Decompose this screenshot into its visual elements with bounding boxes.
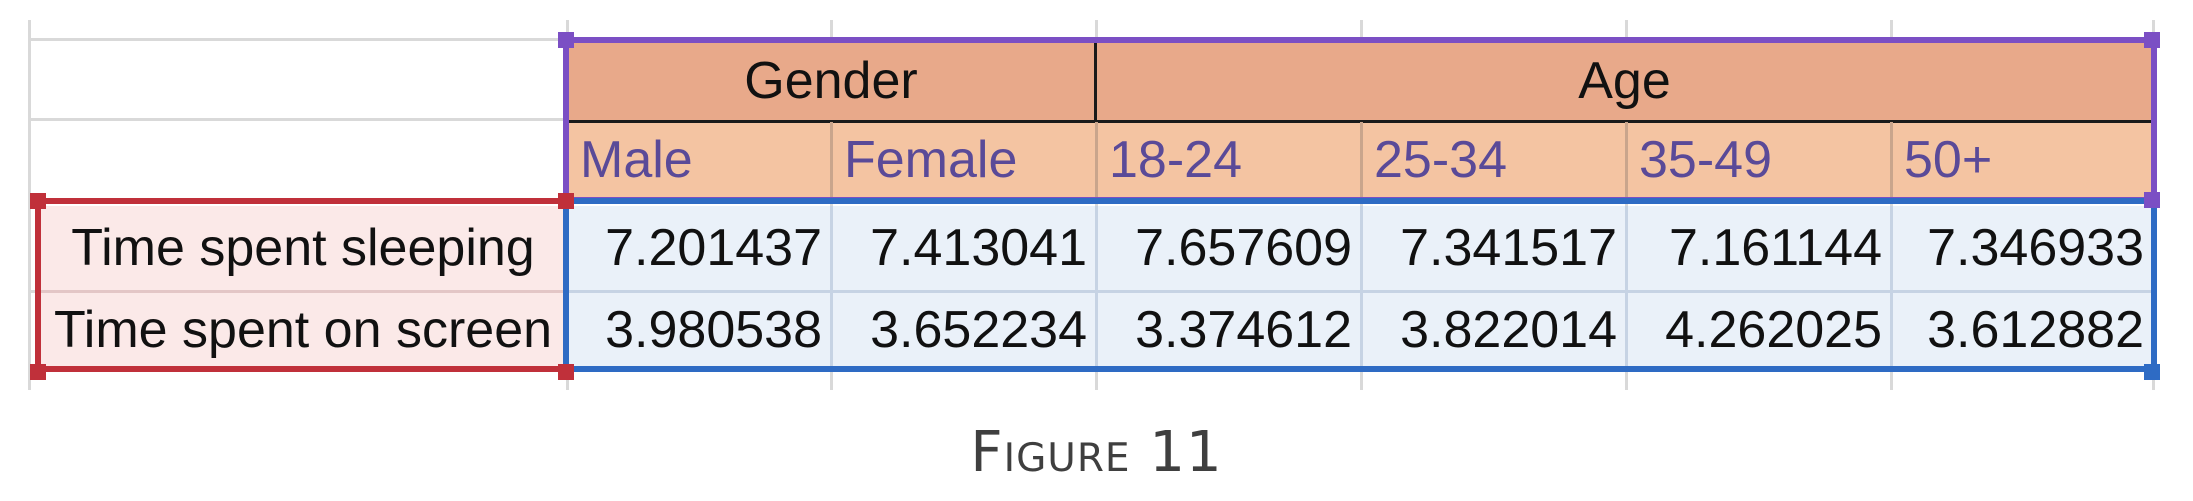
spreadsheet-grid: Gender Age Male Female 18-24 25-34 35-49…: [28, 20, 2160, 390]
header-label: Gender: [744, 52, 918, 110]
gridline: [28, 38, 568, 41]
subheader-divider: [1625, 122, 1628, 198]
resize-handle[interactable]: [558, 32, 574, 48]
column-header-label: Male: [580, 131, 693, 189]
cell-value: 3.612882: [1927, 301, 2144, 359]
gridline: [1625, 20, 1628, 390]
column-divider: [1360, 206, 1363, 367]
row-label-text: Time spent sleeping: [71, 219, 535, 277]
table-cell[interactable]: 3.374612: [1097, 293, 1360, 367]
column-divider: [1625, 206, 1628, 367]
table-cell[interactable]: 7.657609: [1097, 206, 1360, 290]
column-header-35-49[interactable]: 35-49: [1627, 122, 1890, 198]
gridline: [1095, 20, 1098, 390]
cell-value: 7.201437: [605, 219, 822, 277]
cell-value: 3.652234: [870, 301, 1087, 359]
table-cell[interactable]: 3.612882: [1892, 293, 2152, 367]
column-header-label: 35-49: [1639, 131, 1772, 189]
gridline: [830, 20, 833, 390]
resize-handle[interactable]: [558, 364, 574, 380]
column-header-female[interactable]: Female: [832, 122, 1095, 198]
column-header-label: 25-34: [1374, 131, 1507, 189]
cell-value: 7.413041: [870, 219, 1087, 277]
header-cell-age[interactable]: Age: [1097, 42, 2152, 120]
row-label-text: Time spent on screen: [53, 301, 553, 359]
column-divider: [1095, 206, 1098, 367]
column-header-male[interactable]: Male: [568, 122, 830, 198]
cell-value: 7.161144: [1668, 219, 1882, 277]
resize-handle[interactable]: [2144, 364, 2160, 380]
row-label-time-sleeping[interactable]: Time spent sleeping: [40, 206, 566, 290]
table-cell[interactable]: 4.262025: [1627, 293, 1890, 367]
column-header-18-24[interactable]: 18-24: [1097, 122, 1360, 198]
figure-caption: Figure 11: [970, 420, 1223, 485]
cell-value: 4.262025: [1665, 301, 1882, 359]
table-cell[interactable]: 3.980538: [568, 293, 830, 367]
resize-handle[interactable]: [2144, 32, 2160, 48]
row-divider: [40, 290, 566, 293]
cell-value: 3.980538: [605, 301, 822, 359]
table-cell[interactable]: 7.161144: [1627, 206, 1890, 290]
column-divider: [1890, 206, 1893, 367]
gridline: [1360, 20, 1363, 390]
column-header-label: 18-24: [1109, 131, 1242, 189]
table-cell[interactable]: 7.341517: [1362, 206, 1625, 290]
column-header-25-34[interactable]: 25-34: [1362, 122, 1625, 198]
resize-handle[interactable]: [2144, 192, 2160, 208]
cell-value: 7.341517: [1400, 219, 1617, 277]
cell-value: 3.374612: [1135, 301, 1352, 359]
header-divider: [1094, 42, 1097, 122]
gridline: [28, 118, 568, 121]
column-header-50-plus[interactable]: 50+: [1892, 122, 2152, 198]
table-cell[interactable]: 3.822014: [1362, 293, 1625, 367]
cell-value: 3.822014: [1400, 301, 1617, 359]
resize-handle[interactable]: [30, 364, 46, 380]
header-label: Age: [1578, 52, 1671, 110]
resize-handle[interactable]: [30, 193, 46, 209]
table-cell[interactable]: 7.201437: [568, 206, 830, 290]
resize-handle[interactable]: [558, 193, 574, 209]
column-header-label: 50+: [1904, 131, 1993, 189]
table-cell[interactable]: 7.346933: [1892, 206, 2152, 290]
gridline: [28, 368, 2158, 371]
cell-value: 7.346933: [1927, 219, 2144, 277]
gridline: [1890, 20, 1893, 390]
table-cell[interactable]: 3.652234: [832, 293, 1095, 367]
subheader-divider: [1095, 122, 1098, 198]
subheader-divider: [1360, 122, 1363, 198]
table-cell[interactable]: 7.413041: [832, 206, 1095, 290]
cell-value: 7.657609: [1135, 219, 1352, 277]
row-label-time-screen[interactable]: Time spent on screen: [40, 293, 566, 367]
column-header-label: Female: [844, 131, 1018, 189]
header-divider: [568, 120, 2152, 123]
gridline: [28, 20, 31, 390]
subheader-divider: [1890, 122, 1893, 198]
header-cell-gender[interactable]: Gender: [568, 42, 1094, 120]
subheader-divider: [830, 122, 833, 198]
column-divider: [830, 206, 833, 367]
